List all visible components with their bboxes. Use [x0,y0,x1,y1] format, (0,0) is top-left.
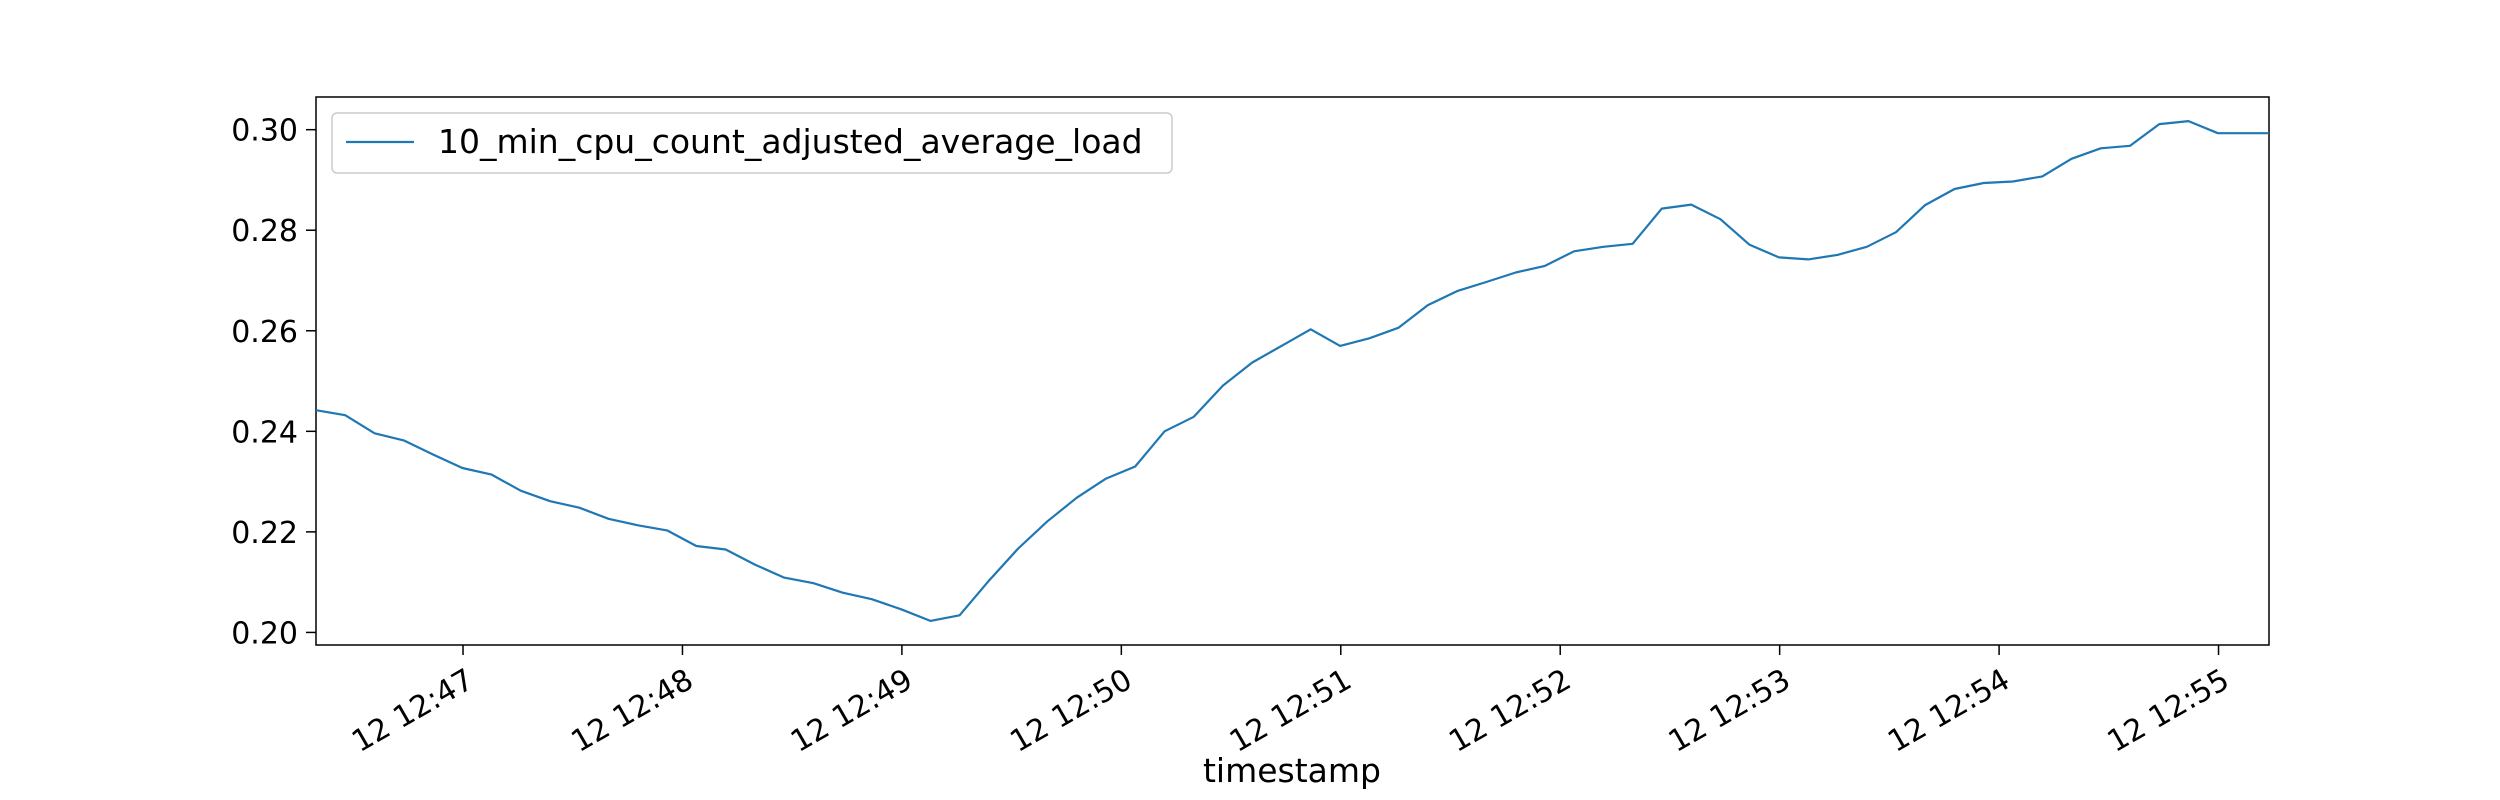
y-tick-label: 0.30 [231,114,298,149]
y-tick-label: 0.28 [231,214,298,249]
x-tick-label: 12 12:53 [1663,662,1797,759]
x-tick-label: 12 12:48 [566,662,700,759]
x-tick-label: 12 12:51 [1224,662,1358,759]
series-layer [315,119,2269,623]
x-tick-label: 12 12:47 [346,662,480,759]
legend: 10_min_cpu_count_adjusted_average_load [331,112,1173,174]
plot-frame [315,96,2270,646]
y-tick-label: 0.20 [231,616,298,651]
x-axis-label: timestamp [1203,751,1381,790]
legend-box [331,112,1173,174]
y-tick-label: 0.24 [231,415,298,450]
x-tick-label: 12 12:55 [2102,662,2236,759]
x-tick-label: 12 12:49 [785,662,919,759]
y-tick-label: 0.22 [231,516,298,551]
y-tick-label: 0.26 [231,315,298,350]
x-axis: 12 12:47 12 12:48 12 12:49 12 12:50 12 12:51… [346,645,2235,760]
x-tick-label: 12 12:52 [1443,662,1577,759]
x-tick-label: 12 12:50 [1004,662,1138,759]
y-axis: 0.20 0.22 0.24 0.26 0.28 0.30 [231,114,316,651]
series-line [315,119,2269,623]
x-tick-label: 12 12:54 [1882,662,2016,759]
legend-entry-label: 10_min_cpu_count_adjusted_average_load [438,122,1143,161]
